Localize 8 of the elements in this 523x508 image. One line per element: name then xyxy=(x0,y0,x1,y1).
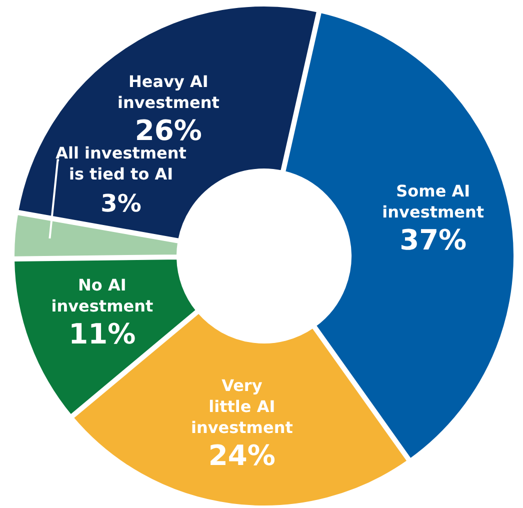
slice-label: No AI investment xyxy=(51,275,154,316)
data-label: 37% xyxy=(400,224,467,257)
data-label: 24% xyxy=(208,439,276,472)
data-label: 11% xyxy=(68,317,136,350)
slice-label: Very little AI investment xyxy=(190,376,294,438)
slice-label: Some AI investment xyxy=(382,182,484,222)
slice-label: Heavy AI investment xyxy=(118,72,220,112)
data-label: 3% xyxy=(100,190,142,218)
